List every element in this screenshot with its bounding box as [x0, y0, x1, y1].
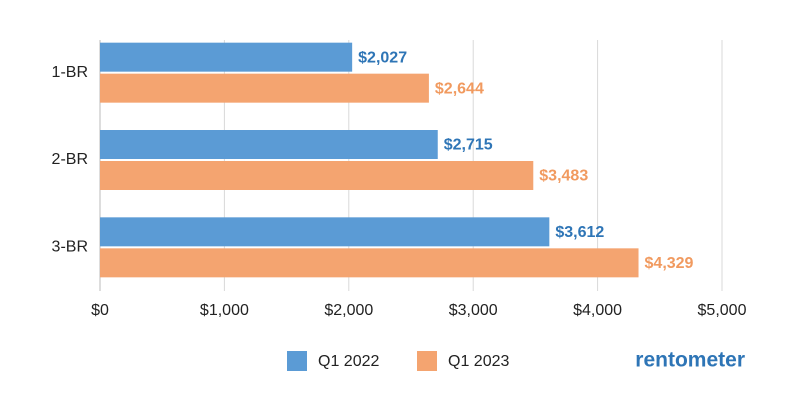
- x-tick-label: $1,000: [200, 302, 249, 319]
- x-tick-label: $0: [91, 302, 109, 319]
- x-tick-label: $4,000: [573, 302, 622, 319]
- y-tick-label: 3-BR: [52, 239, 88, 256]
- value-label: $2,715: [444, 137, 493, 154]
- x-tick-label: $2,000: [324, 302, 373, 319]
- x-tick-label: $5,000: [698, 302, 747, 319]
- y-tick-label: 1-BR: [52, 64, 88, 81]
- x-tick-label: $3,000: [449, 302, 498, 319]
- y-tick-label: 2-BR: [52, 151, 88, 168]
- legend-swatch: [417, 351, 437, 371]
- value-label: $2,027: [358, 49, 407, 66]
- legend-label: Q1 2023: [448, 353, 509, 370]
- value-label: $2,644: [435, 80, 484, 97]
- bar: [100, 73, 429, 103]
- legend-label: Q1 2022: [318, 353, 379, 370]
- bar: [100, 42, 353, 72]
- bar: [100, 248, 639, 278]
- bar: [100, 217, 550, 247]
- value-label: $3,483: [539, 168, 588, 185]
- bar: [100, 130, 438, 159]
- value-label: $4,329: [645, 255, 694, 272]
- legend-swatch: [287, 351, 307, 371]
- logo: rentometer: [635, 349, 745, 372]
- bar: [100, 161, 534, 190]
- value-label: $3,612: [555, 224, 604, 241]
